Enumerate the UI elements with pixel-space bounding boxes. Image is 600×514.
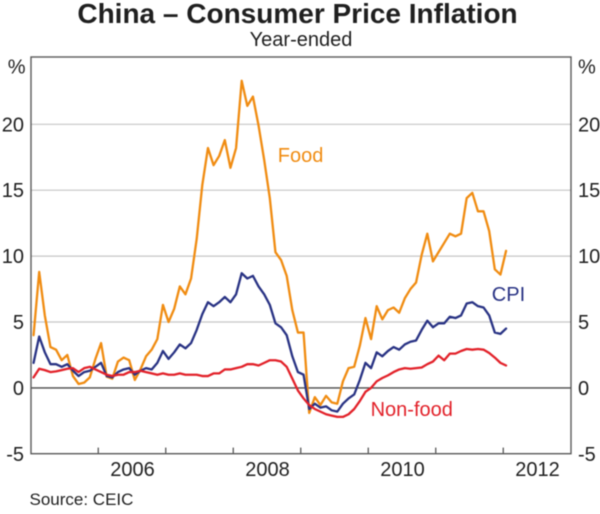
svg-text:2008: 2008 bbox=[245, 459, 290, 481]
svg-text:%: % bbox=[8, 57, 26, 79]
svg-text:%: % bbox=[578, 57, 596, 79]
svg-text:10: 10 bbox=[2, 246, 24, 268]
svg-text:Non-food: Non-food bbox=[371, 399, 453, 421]
svg-text:Source: CEIC: Source: CEIC bbox=[30, 490, 134, 509]
svg-text:0: 0 bbox=[578, 378, 589, 400]
svg-text:5: 5 bbox=[578, 312, 589, 334]
svg-text:0: 0 bbox=[13, 378, 24, 400]
svg-text:15: 15 bbox=[578, 180, 600, 202]
svg-text:2010: 2010 bbox=[380, 459, 425, 481]
svg-text:China – Consumer Price Inflati: China – Consumer Price Inflation bbox=[77, 0, 517, 29]
svg-text:15: 15 bbox=[2, 180, 24, 202]
svg-text:20: 20 bbox=[578, 114, 600, 136]
svg-text:2006: 2006 bbox=[110, 459, 155, 481]
svg-text:CPI: CPI bbox=[492, 284, 525, 306]
svg-text:5: 5 bbox=[13, 312, 24, 334]
svg-text:-5: -5 bbox=[6, 444, 24, 466]
svg-text:20: 20 bbox=[2, 114, 24, 136]
svg-text:-5: -5 bbox=[578, 444, 596, 466]
svg-text:10: 10 bbox=[578, 246, 600, 268]
svg-text:Year-ended: Year-ended bbox=[250, 29, 353, 51]
svg-text:Food: Food bbox=[278, 145, 324, 167]
svg-text:2012: 2012 bbox=[515, 459, 560, 481]
